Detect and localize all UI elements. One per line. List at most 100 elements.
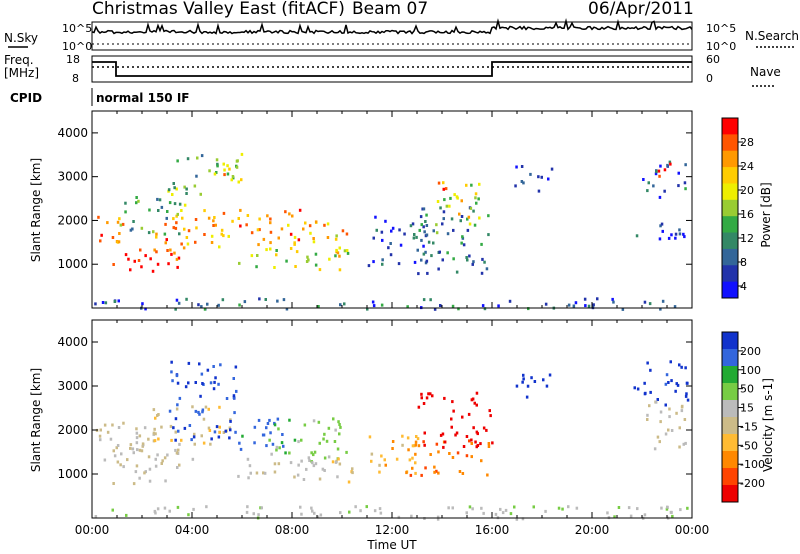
velocity-cell — [313, 511, 316, 515]
velocity-cell — [232, 394, 236, 398]
power-cell — [659, 307, 662, 311]
power-cell — [137, 259, 141, 262]
velocity-cell — [671, 514, 674, 518]
power-cell — [294, 265, 297, 268]
velocity-cell — [685, 381, 689, 385]
power-cell — [453, 193, 456, 197]
time-tick-label: 04:00 — [175, 523, 210, 537]
power-cell — [312, 240, 316, 244]
power-cell — [257, 243, 260, 247]
velocity-cell — [275, 448, 278, 452]
power-cell — [222, 211, 226, 215]
velocity-cell — [270, 452, 273, 456]
power-cell — [483, 307, 487, 311]
power-cell — [220, 228, 224, 232]
power-heatmap-data — [94, 152, 687, 311]
power-cell — [391, 226, 395, 230]
velocity-cell — [334, 428, 337, 432]
velocity-cell — [461, 472, 465, 475]
power-colorbar-segment — [722, 216, 738, 234]
velocity-cell — [152, 408, 156, 412]
velocity-cell — [408, 458, 412, 462]
velocity-cell — [380, 454, 383, 458]
power-cell — [339, 303, 342, 307]
velocity-cell — [684, 441, 687, 445]
power-cell — [175, 298, 179, 302]
power-cell — [239, 208, 242, 212]
velocity-cell — [633, 386, 636, 390]
power-cell — [540, 175, 543, 179]
velocity-cell — [168, 409, 172, 413]
power-colorbar-segment — [722, 183, 738, 201]
power-cell — [226, 172, 230, 176]
power-cell — [381, 262, 384, 266]
velocity-cell — [222, 431, 226, 434]
power-cell — [106, 221, 109, 225]
power-cell — [439, 206, 442, 210]
velocity-cell — [666, 505, 669, 509]
velocity-cell — [470, 398, 474, 402]
power-cell — [157, 209, 160, 212]
power-cell — [406, 305, 409, 309]
velocity-cell — [143, 426, 147, 430]
velocity-cell — [154, 464, 158, 468]
power-cell — [139, 248, 142, 252]
power-colorbar: 28 24 20 16 12 8 4 — [721, 117, 754, 299]
power-cell — [663, 189, 666, 193]
velocity-cell — [138, 434, 142, 438]
power-colorbar-label: Power [dB] — [759, 182, 773, 247]
velocity-cell — [468, 505, 472, 509]
velocity-axes: 1000 2000 3000 4000 — [57, 320, 693, 518]
velocity-cell — [183, 426, 187, 430]
power-cell — [425, 259, 429, 263]
power-cell — [487, 233, 490, 237]
velocity-cell — [351, 471, 354, 475]
power-cell — [425, 213, 428, 217]
velocity-cell — [234, 430, 237, 434]
power-colorbar-tick-label: 8 — [740, 256, 747, 269]
power-colorbar-segment — [722, 150, 738, 168]
velocity-cell — [370, 459, 373, 463]
power-colorbar-segment — [722, 199, 738, 217]
power-cell — [658, 237, 662, 241]
power-cell — [258, 297, 261, 301]
power-cell — [135, 201, 138, 205]
power-cell — [397, 262, 401, 266]
velocity-cell — [289, 461, 293, 465]
velocity-cell — [293, 438, 297, 442]
velocity-cell — [323, 456, 327, 460]
velocity-cell — [260, 506, 263, 510]
velocity-cell — [297, 463, 300, 467]
power-cell — [438, 250, 441, 254]
velocity-cell — [429, 453, 432, 456]
velocity-cell — [239, 447, 243, 451]
power-cell — [497, 304, 500, 308]
power-cell — [172, 217, 175, 221]
power-cell — [457, 307, 460, 311]
velocity-colorbar-segment — [722, 332, 738, 350]
velocity-cell — [668, 407, 671, 411]
power-cell — [424, 220, 427, 223]
velocity-cell — [217, 435, 221, 439]
velocity-cell — [525, 395, 529, 399]
velocity-cell — [401, 443, 404, 447]
power-cell — [147, 231, 151, 235]
nsky-trace — [91, 18, 693, 45]
power-cell — [461, 235, 464, 239]
velocity-cell — [646, 361, 649, 365]
velocity-cell — [229, 419, 232, 423]
power-cell — [420, 223, 423, 227]
power-cell — [185, 187, 188, 191]
power-cell — [678, 232, 682, 236]
velocity-colorbar-segment — [722, 400, 738, 418]
velocity-cell — [177, 448, 180, 452]
velocity-cell — [288, 451, 291, 455]
power-cell — [153, 248, 156, 252]
velocity-cell — [175, 407, 179, 411]
power-cell — [221, 298, 225, 302]
velocity-region-6 — [237, 455, 339, 481]
power-cell — [678, 228, 681, 232]
velocity-cell — [410, 514, 413, 518]
power-cell — [273, 266, 276, 269]
power-cell — [442, 187, 445, 191]
